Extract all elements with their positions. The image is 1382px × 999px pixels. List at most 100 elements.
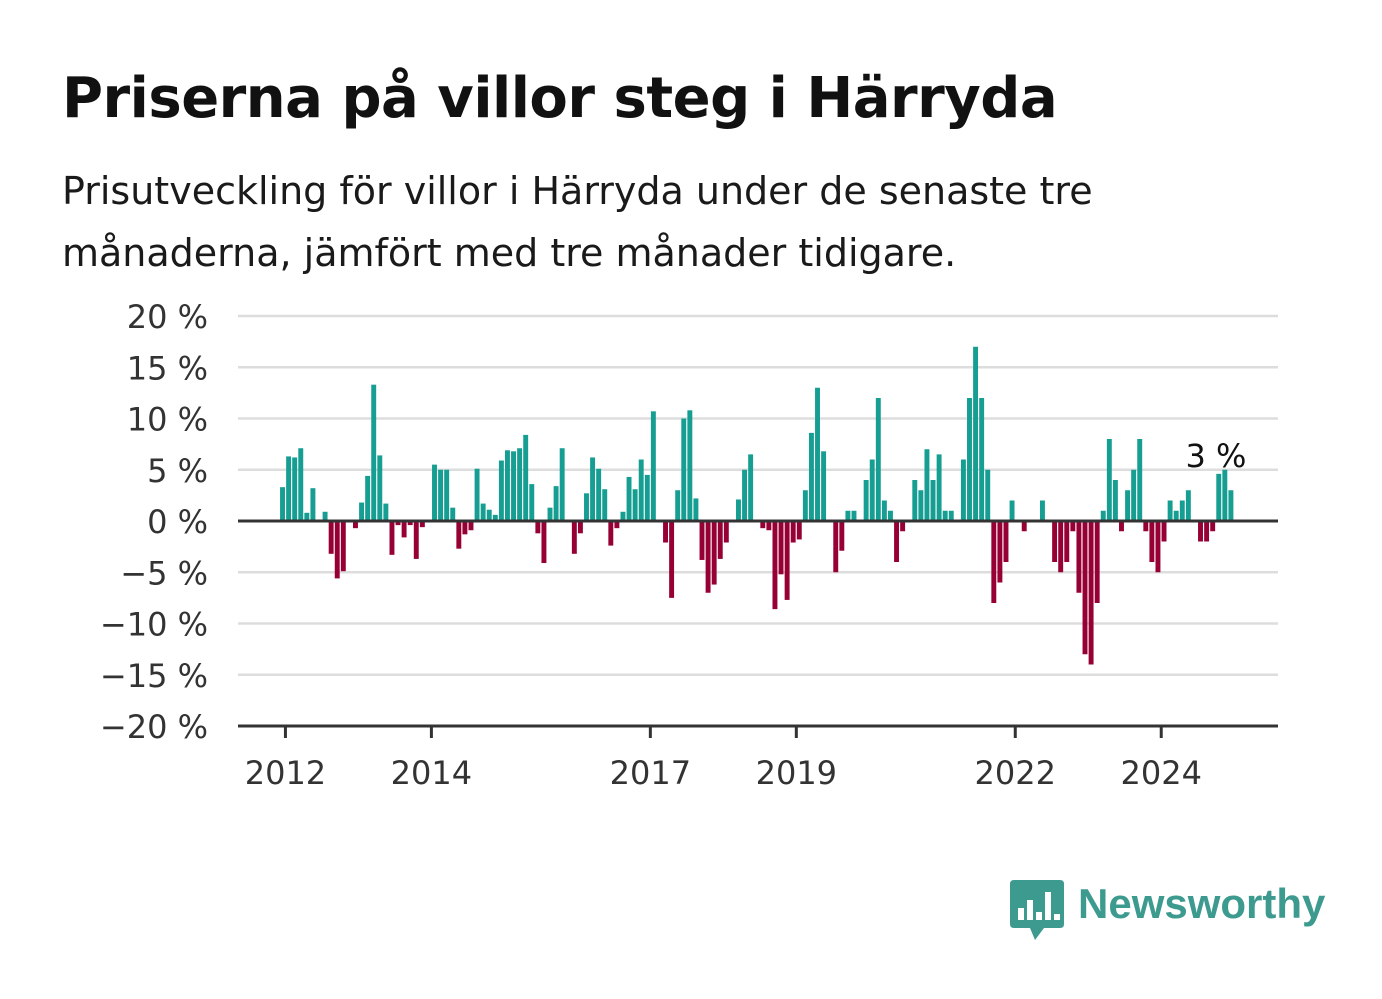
bar bbox=[1210, 521, 1216, 532]
bar bbox=[632, 489, 638, 521]
bar bbox=[991, 521, 997, 603]
axes bbox=[238, 519, 1278, 738]
bar bbox=[462, 521, 468, 535]
brand-name: Newsworthy bbox=[1078, 880, 1326, 927]
bar bbox=[790, 521, 796, 543]
x-tick-label: 2017 bbox=[610, 754, 691, 792]
bar bbox=[1052, 521, 1058, 562]
bar bbox=[1106, 439, 1112, 521]
bar bbox=[480, 503, 486, 521]
bar bbox=[353, 521, 358, 529]
bar bbox=[1021, 521, 1027, 532]
bar bbox=[328, 521, 334, 554]
bar bbox=[1131, 469, 1137, 521]
y-tick-label: 5 % bbox=[147, 452, 208, 490]
bar bbox=[1167, 500, 1173, 521]
bar bbox=[334, 521, 340, 579]
bar bbox=[1155, 521, 1161, 573]
bar bbox=[517, 448, 523, 521]
bar bbox=[322, 511, 328, 521]
bar bbox=[833, 521, 839, 573]
y-tick-label: −20 % bbox=[100, 708, 208, 746]
bar bbox=[1179, 500, 1185, 521]
bar bbox=[1216, 473, 1222, 521]
bar bbox=[650, 411, 656, 521]
bar bbox=[1058, 521, 1064, 573]
bar bbox=[1009, 500, 1015, 521]
bar bbox=[663, 521, 668, 543]
bar bbox=[772, 521, 778, 610]
bar bbox=[407, 521, 413, 526]
bar bbox=[1143, 521, 1149, 532]
bar bbox=[1149, 521, 1155, 562]
bar bbox=[808, 432, 814, 521]
y-tick-label: 15 % bbox=[127, 349, 208, 387]
bar bbox=[778, 521, 784, 575]
bar bbox=[894, 521, 900, 562]
bar bbox=[693, 498, 699, 521]
bar bbox=[736, 499, 741, 521]
bar bbox=[973, 346, 979, 521]
bar bbox=[395, 521, 401, 526]
bar bbox=[717, 521, 723, 559]
y-axis-labels: 20 % 15 % 10 % 5 % 0 % −5 % −10 % −15 % −20 % bbox=[100, 298, 208, 746]
bar bbox=[900, 521, 906, 532]
bar bbox=[863, 480, 869, 521]
y-tick-label: 20 % bbox=[127, 298, 208, 336]
bar bbox=[802, 490, 808, 521]
bar bbox=[723, 521, 729, 543]
bar bbox=[912, 480, 918, 521]
bar bbox=[444, 469, 450, 521]
bar bbox=[304, 512, 310, 521]
bar bbox=[1039, 500, 1045, 521]
x-tick-label: 2024 bbox=[1121, 754, 1202, 792]
bar bbox=[1076, 521, 1082, 593]
bar bbox=[365, 475, 371, 521]
bar bbox=[1088, 521, 1094, 665]
bar bbox=[486, 509, 492, 521]
bar bbox=[924, 449, 930, 521]
bar bbox=[456, 521, 462, 549]
bar bbox=[1137, 439, 1143, 521]
bar bbox=[1228, 490, 1234, 521]
bar bbox=[985, 469, 991, 521]
bar bbox=[292, 457, 298, 521]
y-tick-label: −10 % bbox=[100, 606, 208, 644]
bar bbox=[498, 460, 504, 521]
y-tick-label: 10 % bbox=[127, 401, 208, 439]
bar bbox=[845, 510, 851, 521]
bar bbox=[1185, 490, 1191, 521]
x-tick-label: 2014 bbox=[391, 754, 472, 792]
y-tick-label: −5 % bbox=[120, 554, 208, 592]
bar bbox=[571, 521, 577, 554]
bar bbox=[705, 521, 711, 593]
bar bbox=[1173, 510, 1179, 521]
bar bbox=[815, 387, 820, 521]
bar bbox=[419, 521, 425, 528]
bar bbox=[438, 469, 444, 521]
bar bbox=[1070, 521, 1076, 532]
x-tick-label: 2012 bbox=[245, 754, 326, 792]
bar bbox=[377, 455, 383, 521]
bar bbox=[699, 521, 705, 560]
bar bbox=[948, 510, 954, 521]
bar bbox=[523, 434, 529, 521]
bar bbox=[280, 487, 285, 521]
x-tick-label: 2022 bbox=[975, 754, 1056, 792]
bar bbox=[529, 484, 535, 521]
bar bbox=[608, 521, 614, 546]
bar bbox=[535, 521, 541, 534]
bar bbox=[590, 457, 596, 521]
gridlines bbox=[238, 314, 1278, 676]
x-axis-labels: 2012 2014 2017 2019 2022 2024 bbox=[245, 754, 1202, 792]
bar bbox=[413, 521, 419, 559]
bar bbox=[766, 521, 772, 531]
value-annotation: 3 % bbox=[1185, 437, 1246, 475]
bar bbox=[596, 468, 602, 521]
bar bbox=[401, 521, 407, 538]
bar bbox=[669, 521, 675, 598]
bar bbox=[541, 521, 547, 564]
bar bbox=[505, 450, 510, 521]
y-tick-label: 0 % bbox=[147, 503, 208, 541]
bar bbox=[450, 507, 456, 521]
